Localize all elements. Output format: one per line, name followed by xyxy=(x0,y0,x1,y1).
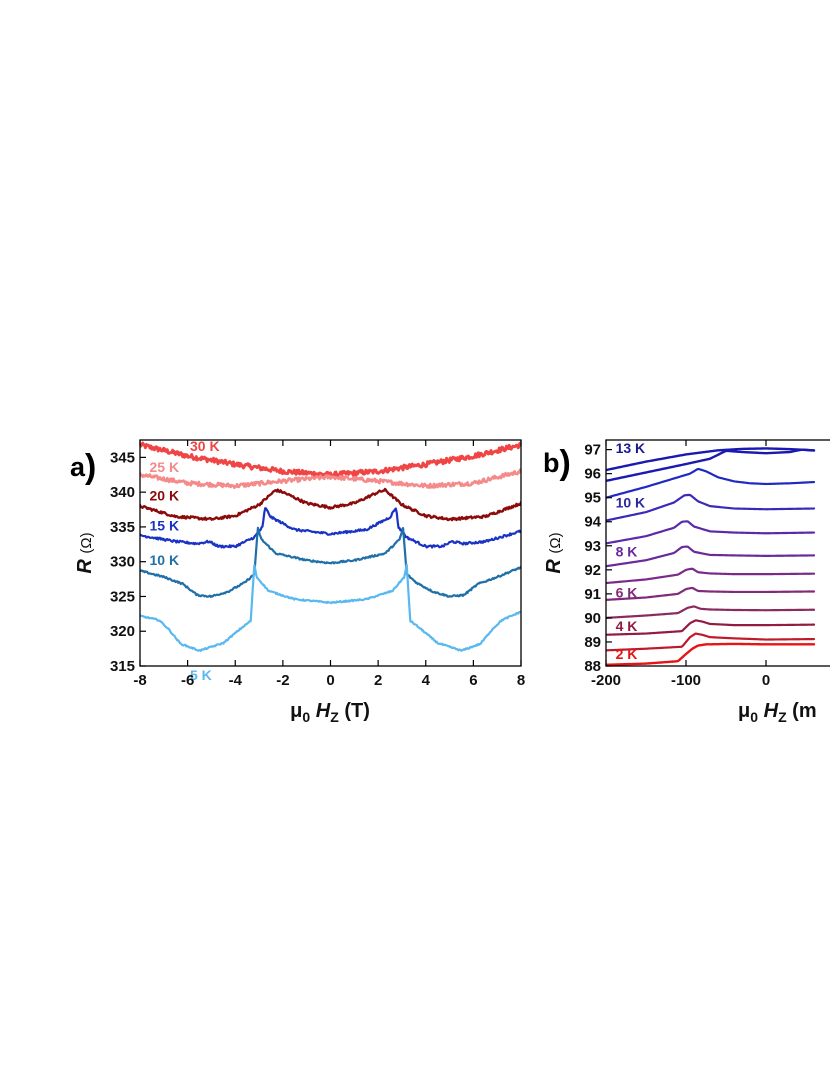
series-label-2k: 2 K xyxy=(616,646,638,662)
y-tick-label: 89 xyxy=(584,634,601,651)
y-tick-label: 88 xyxy=(584,658,601,675)
series-curve-12k-2 xyxy=(606,467,816,499)
y-tick-label: 97 xyxy=(584,442,601,459)
y-tick-label: 92 xyxy=(584,562,601,579)
series-curve-7k-6 xyxy=(606,567,816,585)
panel-a-x-axis-title: μ0 HZ (T) xyxy=(290,700,370,725)
y-tick-label: 93 xyxy=(584,538,601,555)
y-tick-label: 315 xyxy=(110,658,135,675)
series-curve-20k-2 xyxy=(140,487,521,522)
y-tick-label: 91 xyxy=(584,586,601,603)
series-curve-4k-9 xyxy=(606,619,816,636)
x-tick-label: -100 xyxy=(671,672,701,689)
series-label-13k: 13 K xyxy=(616,440,646,456)
series-curve-8k-5 xyxy=(606,545,816,568)
series-label-4k: 4 K xyxy=(616,618,638,634)
series-label-25k: 25 K xyxy=(150,459,180,475)
series-curve-3k-10 xyxy=(606,632,816,652)
series-curve-30k-0 xyxy=(140,441,521,479)
y-tick-label: 330 xyxy=(110,554,135,571)
series-label-15k: 15 K xyxy=(150,517,180,533)
panel-a-y-axis-title: R (Ω) xyxy=(74,532,96,573)
x-tick-label: -6 xyxy=(181,672,194,689)
x-tick-label: -4 xyxy=(229,672,243,689)
y-tick-label: 94 xyxy=(584,514,601,531)
y-tick-label: 345 xyxy=(110,449,135,466)
panel-b-plot-frame xyxy=(605,439,830,667)
y-tick-label: 320 xyxy=(110,623,135,640)
x-tick-label: 0 xyxy=(762,672,770,689)
y-tick-label: 96 xyxy=(584,466,601,483)
series-curve-6k-7 xyxy=(606,586,816,601)
series-curve-15k-3 xyxy=(140,507,521,549)
series-curve-10k-4 xyxy=(140,526,521,598)
x-tick-label: -200 xyxy=(591,672,621,689)
panel-b-curves xyxy=(606,447,816,666)
series-curve-2k-11 xyxy=(606,642,816,666)
x-tick-label: -2 xyxy=(276,672,289,689)
series-label-6k: 6 K xyxy=(616,584,638,600)
x-tick-label: 2 xyxy=(374,672,382,689)
series-curve-25k-1 xyxy=(140,468,521,490)
series-curve-9k-4 xyxy=(606,520,816,545)
series-label-20k: 20 K xyxy=(150,487,180,503)
panel-b-x-axis-title: μ0 HZ (m xyxy=(738,700,817,725)
series-label-10k: 10 K xyxy=(616,494,646,510)
x-tick-label: 6 xyxy=(469,672,477,689)
series-curve-5k-8 xyxy=(606,605,816,620)
series-label-5k: 5 K xyxy=(190,667,212,683)
series-label-10k: 10 K xyxy=(150,552,180,568)
series-curve-13k-0 xyxy=(606,447,816,472)
panel-b-label: b) xyxy=(543,444,571,482)
x-tick-label: 0 xyxy=(326,672,334,689)
series-label-30k: 30 K xyxy=(190,438,220,454)
y-tick-label: 90 xyxy=(584,610,601,627)
series-curve-13k-1 xyxy=(606,448,816,483)
panel-a-series-labels: 30 K 25 K 20 K 15 K 10 K 5 K xyxy=(150,438,220,683)
series-curve-5k-5 xyxy=(140,563,521,652)
panel-b-chart: 13 K 10 K 8 K 6 K 4 K 2 K -200 -100 0 88 89 90 91 92… xyxy=(543,439,830,725)
panel-a-chart: 30 K 25 K 20 K 15 K 10 K 5 K -8 -6 -4 -2 0 2 4 6 8 315… xyxy=(70,438,525,725)
panel-a-curves xyxy=(140,441,521,652)
series-curve-10k-3 xyxy=(606,493,816,522)
series-label-8k: 8 K xyxy=(616,544,638,560)
panel-a-ticks: -8 -6 -4 -2 0 2 4 6 8 315 320 325 330 335 340 345 xyxy=(110,440,525,689)
panel-a-label: a) xyxy=(70,448,96,486)
panel-b-series-labels: 13 K 10 K 8 K 6 K 4 K 2 K xyxy=(616,440,646,662)
y-tick-label: 340 xyxy=(110,484,135,501)
panel-b-ticks: -200 -100 0 88 89 90 91 92 93 94 95 96 97 xyxy=(584,440,770,689)
y-tick-label: 325 xyxy=(110,588,135,605)
y-tick-label: 335 xyxy=(110,519,135,536)
y-tick-label: 95 xyxy=(584,490,601,507)
x-tick-label: -8 xyxy=(133,672,146,689)
x-tick-label: 8 xyxy=(517,672,525,689)
x-tick-label: 4 xyxy=(422,672,431,689)
panel-b-y-axis-title: R (Ω) xyxy=(543,532,565,573)
